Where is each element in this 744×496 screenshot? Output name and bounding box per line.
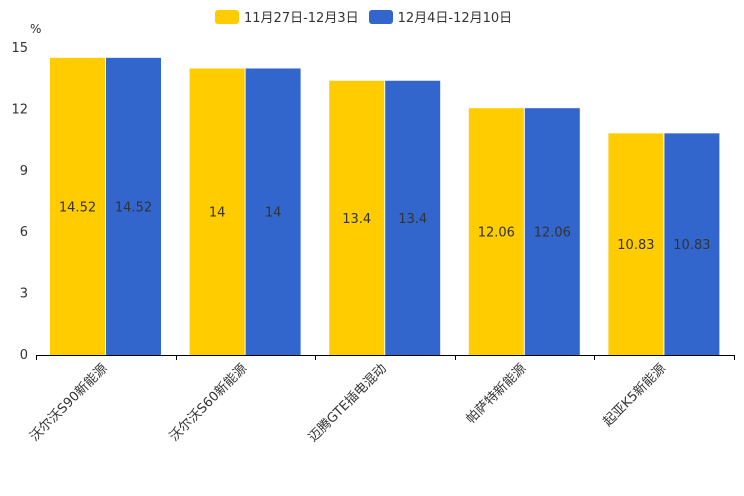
legend-item-series-2[interactable]: 12月4日-12月10日 — [368, 7, 513, 26]
bar-series-1-3 — [329, 80, 385, 355]
legend-label-series-2: 12月4日-12月10日 — [397, 11, 513, 26]
data-label-series-2-5: 10.83 — [673, 238, 710, 253]
bar-series-1-1 — [50, 57, 105, 355]
chart-legend: 11月27日-12月3日 12月4日-12月10日 — [215, 7, 522, 26]
y-tick-label-5: 15 — [11, 41, 28, 56]
x-tick-label-4: 帕萨特新能源 — [463, 361, 529, 427]
bar-series-1-4 — [468, 108, 524, 355]
legend-label-series-1: 11月27日-12月3日 — [244, 11, 359, 26]
legend-swatch-series-2 — [368, 9, 393, 24]
bar-series-2-2 — [245, 68, 301, 355]
bar-series-2-4 — [524, 108, 580, 355]
data-label-series-2-1: 14.52 — [115, 200, 152, 215]
x-tick-label-2: 沃尔沃S60新能源 — [166, 361, 250, 445]
bar-series-2-3 — [385, 80, 441, 355]
data-label-series-1-5: 10.83 — [617, 238, 654, 253]
y-tick-label-1: 3 — [20, 287, 28, 302]
data-label-series-1-4: 12.06 — [478, 226, 515, 241]
y-tick-label-4: 12 — [11, 102, 28, 117]
x-tick-label-5: 起亚K5新能源 — [600, 361, 669, 430]
bar-series-1-5 — [608, 133, 664, 355]
data-label-series-1-3: 13.4 — [342, 212, 371, 227]
y-tick-label-0: 0 — [20, 348, 28, 363]
x-tick-label-1: 沃尔沃S90新能源 — [27, 361, 111, 445]
data-label-series-1-1: 14.52 — [59, 200, 96, 215]
bar-series-1-2 — [189, 68, 245, 355]
x-tick-label-3: 迈腾GTE插电混动 — [305, 361, 390, 446]
data-label-series-2-2: 14 — [265, 206, 282, 221]
legend-swatch-series-1 — [215, 9, 239, 24]
y-tick-label-3: 9 — [20, 164, 28, 179]
bar-series-2-1 — [106, 57, 161, 355]
legend-item-series-1[interactable]: 11月27日-12月3日 — [215, 7, 359, 26]
data-label-series-2-3: 13.4 — [398, 212, 427, 227]
data-label-series-2-4: 12.06 — [534, 226, 571, 241]
y-tick-label-2: 6 — [20, 225, 28, 240]
data-label-series-1-2: 14 — [209, 206, 226, 221]
y-axis-unit-label: % — [30, 22, 41, 36]
bar-series-2-5 — [664, 133, 720, 355]
